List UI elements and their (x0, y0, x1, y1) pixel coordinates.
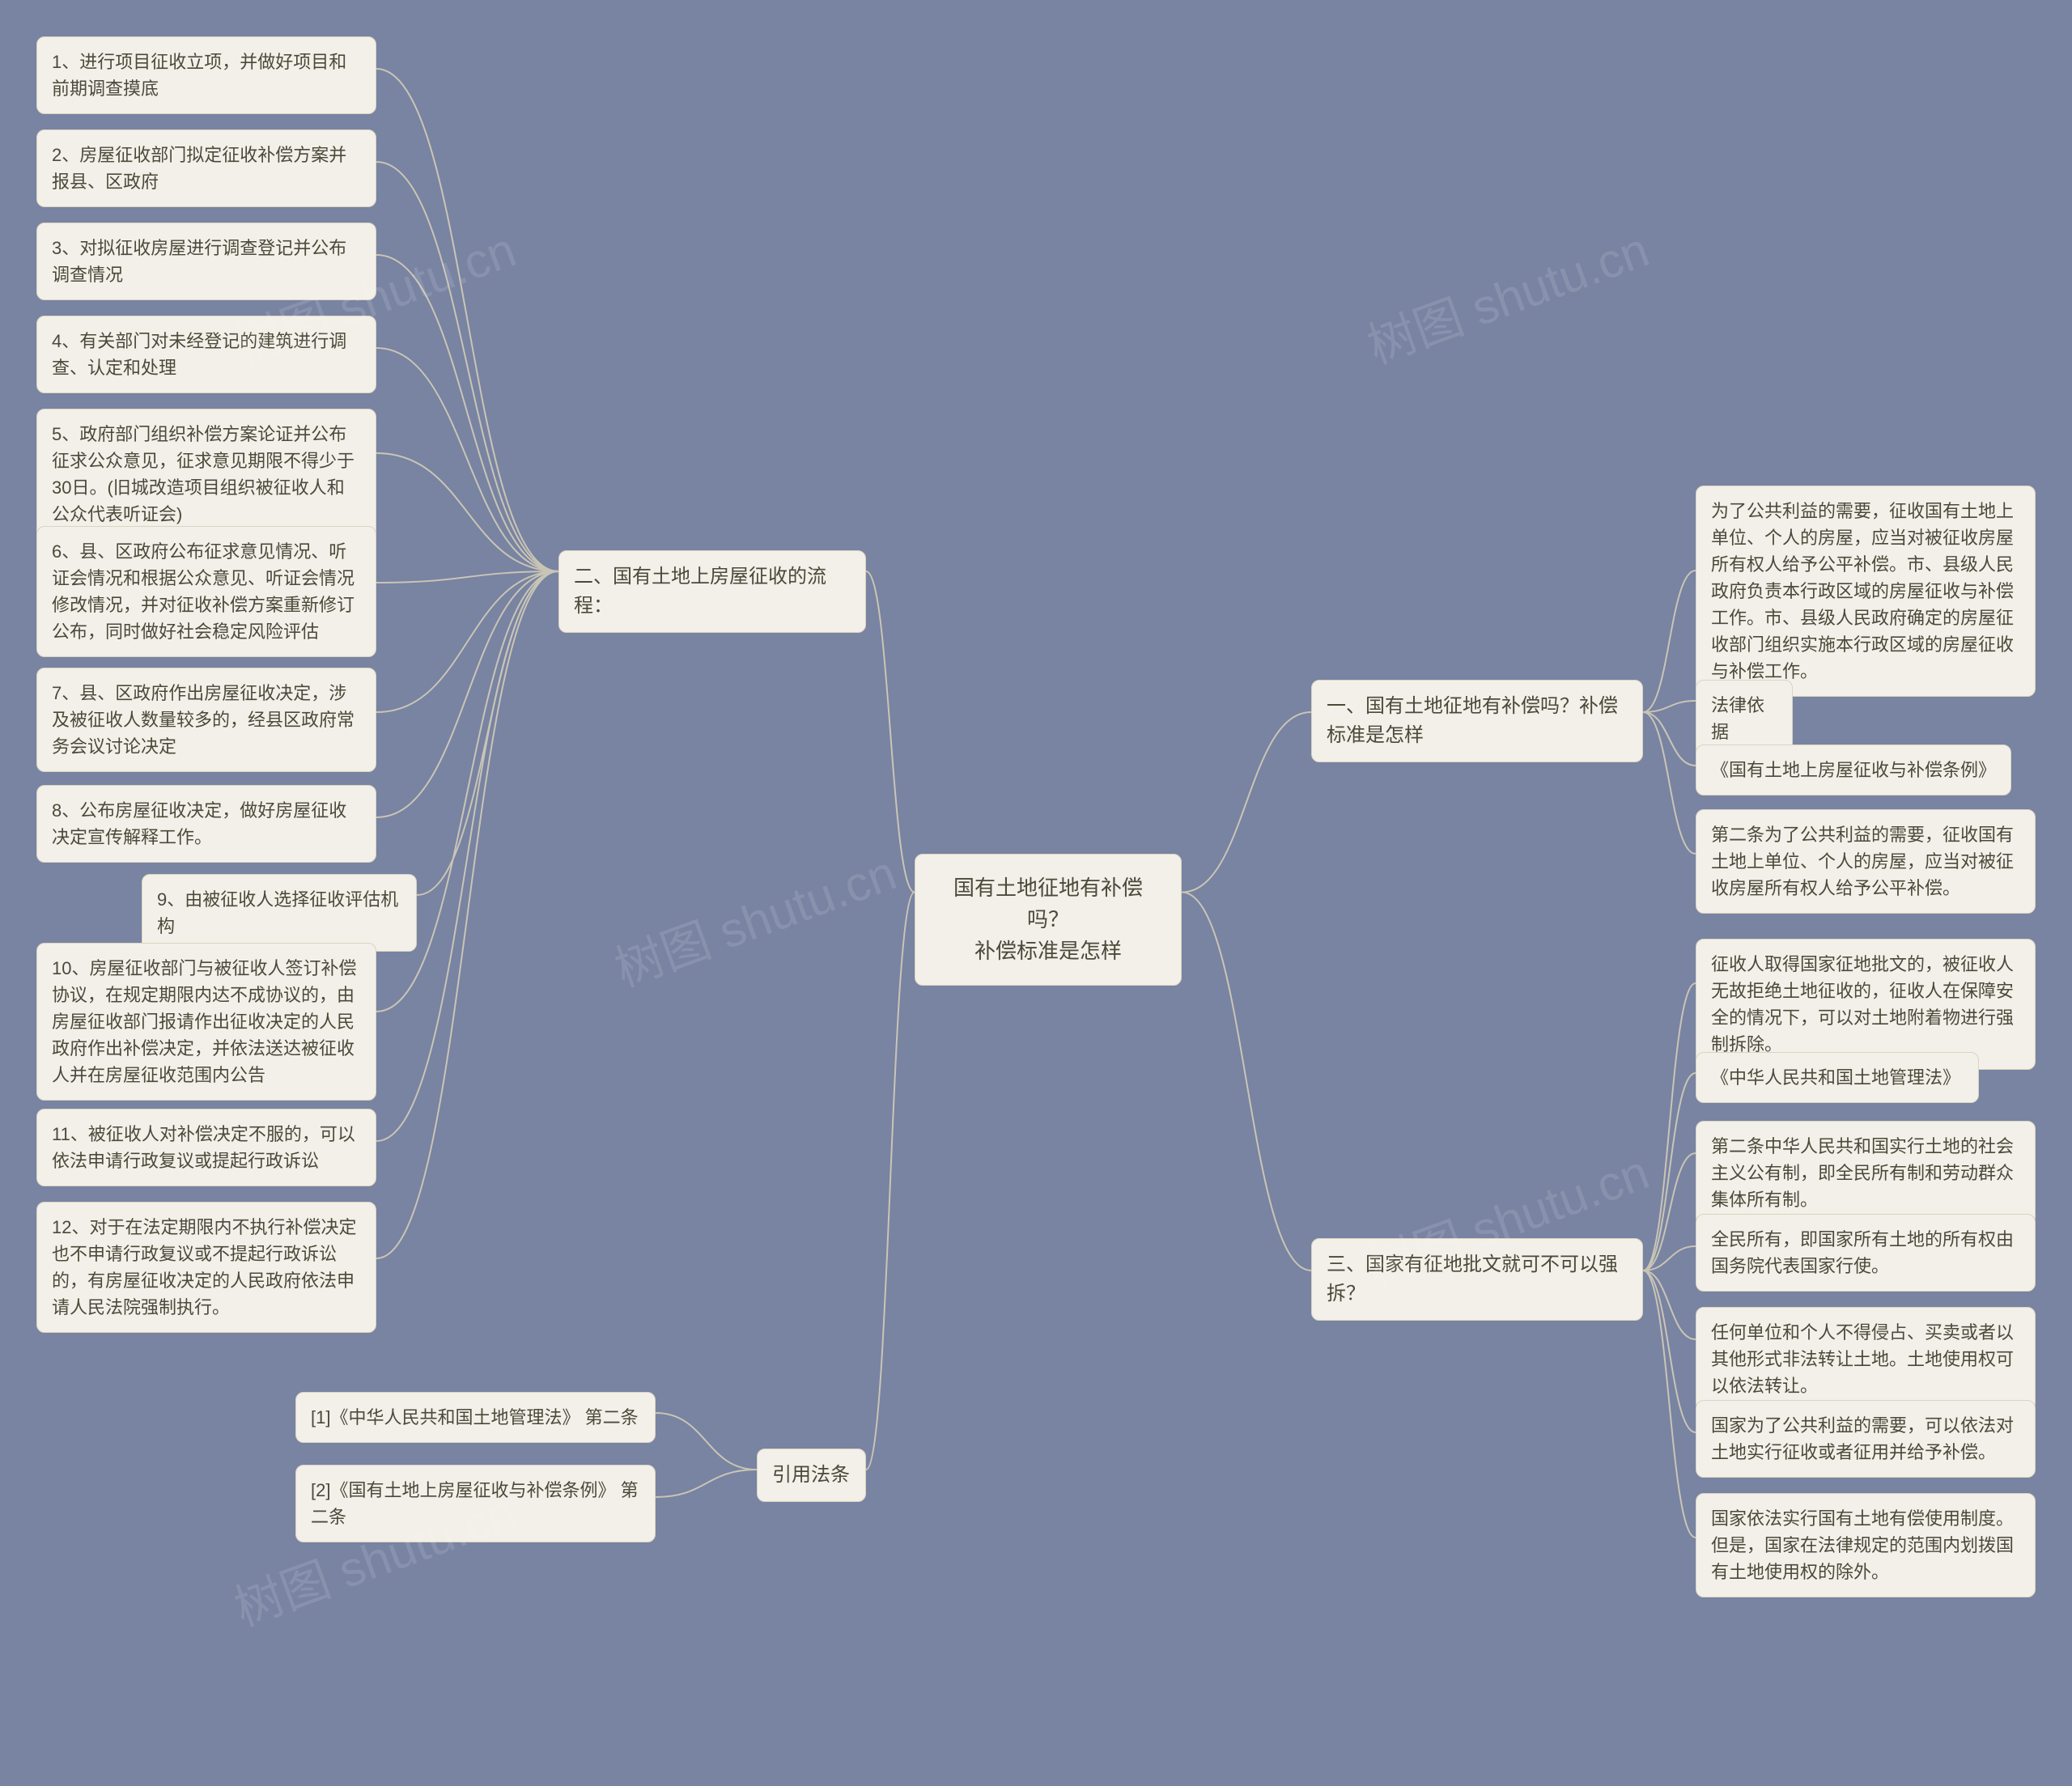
mindmap-node: 3、对拟征收房屋进行调查登记并公布调查情况 (36, 223, 376, 300)
mindmap-node: [1]《中华人民共和国土地管理法》 第二条 (295, 1392, 656, 1443)
mindmap-node: 全民所有，即国家所有土地的所有权由国务院代表国家行使。 (1696, 1214, 2036, 1292)
mindmap-node: 国家依法实行国有土地有偿使用制度。但是，国家在法律规定的范围内划拨国有土地使用权… (1696, 1493, 2036, 1597)
mindmap-node: 《国有土地上房屋征收与补偿条例》 (1696, 745, 2011, 795)
mindmap-node: 一、国有土地征地有补偿吗？补偿标准是怎样 (1311, 680, 1643, 762)
mindmap-node: 9、由被征收人选择征收评估机构 (142, 874, 417, 952)
mindmap-node: 《中华人民共和国土地管理法》 (1696, 1052, 1979, 1103)
mindmap-node: 三、国家有征地批文就可不可以强拆？ (1311, 1238, 1643, 1321)
mindmap-node: 2、房屋征收部门拟定征收补偿方案并报县、区政府 (36, 129, 376, 207)
mindmap-node: 6、县、区政府公布征求意见情况、听证会情况和根据公众意见、听证会情况修改情况，并… (36, 526, 376, 657)
mindmap-node: [2]《国有土地上房屋征收与补偿条例》 第二条 (295, 1465, 656, 1542)
mindmap-node: 国有土地征地有补偿吗？补偿标准是怎样 (915, 854, 1182, 986)
mindmap-node: 引用法条 (757, 1449, 866, 1502)
mindmap-node: 7、县、区政府作出房屋征收决定，涉及被征收人数量较多的，经县区政府常务会议讨论决… (36, 668, 376, 772)
mindmap-node: 任何单位和个人不得侵占、买卖或者以其他形式非法转让土地。土地使用权可以依法转让。 (1696, 1307, 2036, 1411)
mindmap-node: 5、政府部门组织补偿方案论证并公布征求公众意见，征求意见期限不得少于30日。(旧… (36, 409, 376, 540)
mindmap-node: 12、对于在法定期限内不执行补偿决定也不申请行政复议或不提起行政诉讼的，有房屋征… (36, 1202, 376, 1333)
mindmap-node: 第二条中华人民共和国实行土地的社会主义公有制，即全民所有制和劳动群众集体所有制。 (1696, 1121, 2036, 1225)
mindmap-node: 第二条为了公共利益的需要，征收国有土地上单位、个人的房屋，应当对被征收房屋所有权… (1696, 809, 2036, 914)
mindmap-node: 8、公布房屋征收决定，做好房屋征收决定宣传解释工作。 (36, 785, 376, 863)
watermark: 树图 shutu.cn (1357, 210, 1657, 377)
mindmap-node: 为了公共利益的需要，征收国有土地上单位、个人的房屋，应当对被征收房屋所有权人给予… (1696, 486, 2036, 697)
mindmap-node: 征收人取得国家征地批文的，被征收人无故拒绝土地征收的，征收人在保障安全的情况下，… (1696, 939, 2036, 1070)
mindmap-node: 11、被征收人对补偿决定不服的，可以依法申请行政复议或提起行政诉讼 (36, 1109, 376, 1186)
mindmap-node: 1、进行项目征收立项，并做好项目和前期调查摸底 (36, 36, 376, 114)
mindmap-node: 二、国有土地上房屋征收的流程： (558, 550, 866, 633)
mindmap-node: 10、房屋征收部门与被征收人签订补偿协议，在规定期限内达不成协议的，由房屋征收部… (36, 943, 376, 1101)
mindmap-node: 4、有关部门对未经登记的建筑进行调查、认定和处理 (36, 316, 376, 393)
mindmap-node: 国家为了公共利益的需要，可以依法对土地实行征收或者征用并给予补偿。 (1696, 1400, 2036, 1478)
watermark: 树图 shutu.cn (604, 834, 904, 1000)
